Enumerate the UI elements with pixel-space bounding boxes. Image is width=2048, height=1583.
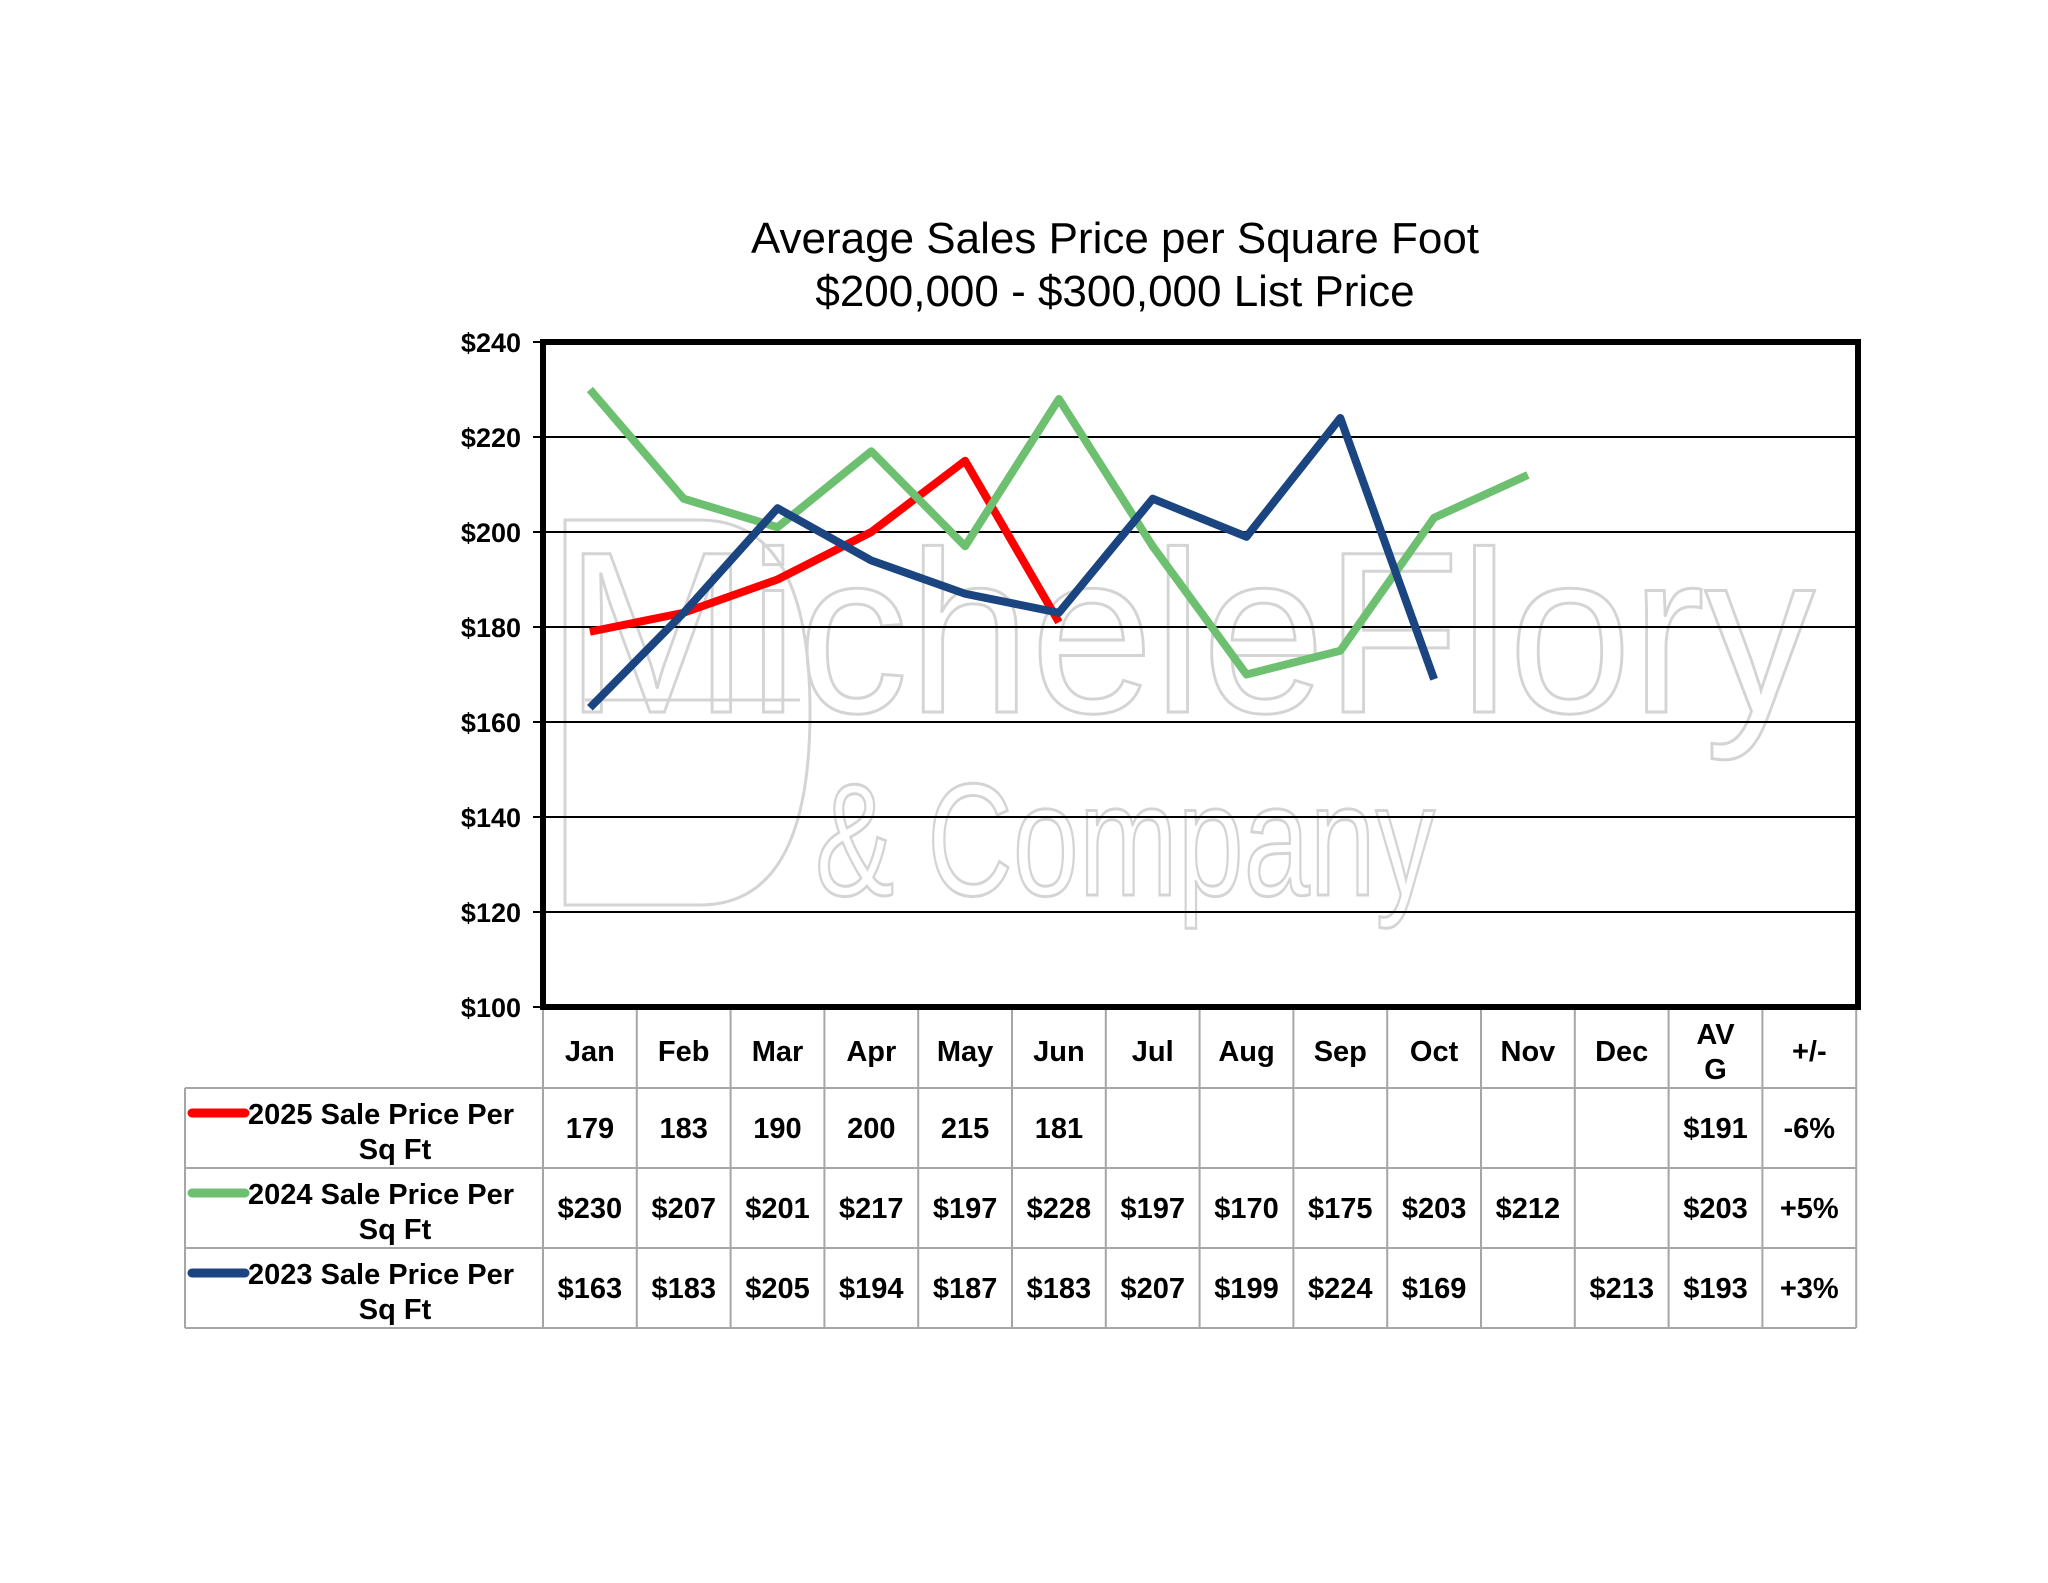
change-cell: +3% — [1780, 1273, 1839, 1305]
table-cell: 181 — [1035, 1113, 1083, 1145]
y-tick-label: $160 — [461, 708, 521, 738]
legend-label: 2024 Sale Price Per — [248, 1179, 514, 1211]
series-line-2 — [587, 414, 1438, 711]
table-cell: 215 — [941, 1113, 989, 1145]
avg-header: AV — [1696, 1019, 1735, 1051]
table-cell: $205 — [745, 1273, 810, 1305]
change-header: +/- — [1792, 1036, 1827, 1068]
table-cell: 190 — [753, 1113, 801, 1145]
series-line-0 — [589, 456, 1063, 636]
y-tick-label: $100 — [461, 993, 521, 1023]
avg-header: G — [1704, 1054, 1727, 1086]
table-cell: $183 — [651, 1273, 716, 1305]
legend-label: 2025 Sale Price Per — [248, 1099, 514, 1131]
series-lines — [586, 386, 1530, 711]
table-cell: $207 — [1120, 1273, 1185, 1305]
month-header: May — [937, 1036, 993, 1068]
data-table: Jan Feb Mar Apr May Jun Jul Aug Sep Oct Nov Dec AVG +… — [184, 1010, 1858, 1329]
month-header: Feb — [658, 1036, 710, 1068]
month-header: Apr — [846, 1036, 896, 1068]
table-cell: $213 — [1589, 1273, 1654, 1305]
table-cell: $187 — [933, 1273, 998, 1305]
table-cell: $197 — [933, 1193, 998, 1225]
table-cell: $163 — [558, 1273, 623, 1305]
table-cell: $170 — [1214, 1193, 1279, 1225]
table-cell: $228 — [1027, 1193, 1092, 1225]
table-cell: $230 — [558, 1193, 623, 1225]
table-cell: $217 — [839, 1193, 904, 1225]
month-header: Jun — [1033, 1036, 1085, 1068]
avg-cell: $203 — [1683, 1193, 1748, 1225]
table-cell: $207 — [651, 1193, 716, 1225]
table-cell: $201 — [745, 1193, 810, 1225]
table-cell: $194 — [839, 1273, 904, 1305]
y-tick-label: $200 — [461, 518, 521, 548]
table-cell: $183 — [1027, 1273, 1092, 1305]
month-header: Dec — [1595, 1036, 1648, 1068]
change-cell: -6% — [1784, 1113, 1836, 1145]
table-cell: 179 — [566, 1113, 614, 1145]
chart-subtitle: $200,000 - $300,000 List Price — [815, 267, 1414, 316]
chart-title: Average Sales Price per Square Foot — [751, 214, 1479, 263]
watermark-line-2: & Company — [815, 750, 1435, 929]
month-header: Sep — [1314, 1036, 1367, 1068]
plot-area-border — [540, 339, 1861, 1010]
month-header: Jul — [1132, 1036, 1174, 1068]
watermark-logo: MicheleFlory & Company — [563, 503, 1817, 931]
month-header: Mar — [752, 1036, 804, 1068]
avg-cell: $193 — [1683, 1273, 1748, 1305]
y-tick-label: $180 — [461, 613, 521, 643]
legend-label: Sq Ft — [359, 1214, 432, 1246]
table-cell: $169 — [1402, 1273, 1467, 1305]
series-line-1 — [586, 386, 1530, 679]
legend-label: 2023 Sale Price Per — [248, 1259, 514, 1291]
table-cell: $224 — [1308, 1273, 1373, 1305]
table-cell: $175 — [1308, 1193, 1373, 1225]
month-header: Oct — [1410, 1036, 1459, 1068]
y-axis-tick-labels: $240 $220 $200 $180 $160 $140 $120 $100 — [461, 328, 521, 1023]
gridlines — [533, 341, 1858, 1008]
table-cell: $197 — [1120, 1193, 1185, 1225]
avg-cell: $191 — [1683, 1113, 1748, 1145]
y-tick-label: $140 — [461, 803, 521, 833]
month-header: Aug — [1218, 1036, 1274, 1068]
month-header: Jan — [565, 1036, 615, 1068]
table-cell: $199 — [1214, 1273, 1279, 1305]
month-header: Nov — [1501, 1036, 1556, 1068]
table-cell: $212 — [1496, 1193, 1561, 1225]
y-tick-label: $220 — [461, 423, 521, 453]
table-cell: 183 — [660, 1113, 708, 1145]
y-tick-label: $120 — [461, 898, 521, 928]
watermark-line-1: MicheleFlory — [565, 504, 1815, 761]
table-cell: 200 — [847, 1113, 895, 1145]
legend-label: Sq Ft — [359, 1294, 432, 1326]
change-cell: +5% — [1780, 1193, 1839, 1225]
legend-label: Sq Ft — [359, 1134, 432, 1166]
table-cell: $203 — [1402, 1193, 1467, 1225]
y-tick-label: $240 — [461, 328, 521, 358]
